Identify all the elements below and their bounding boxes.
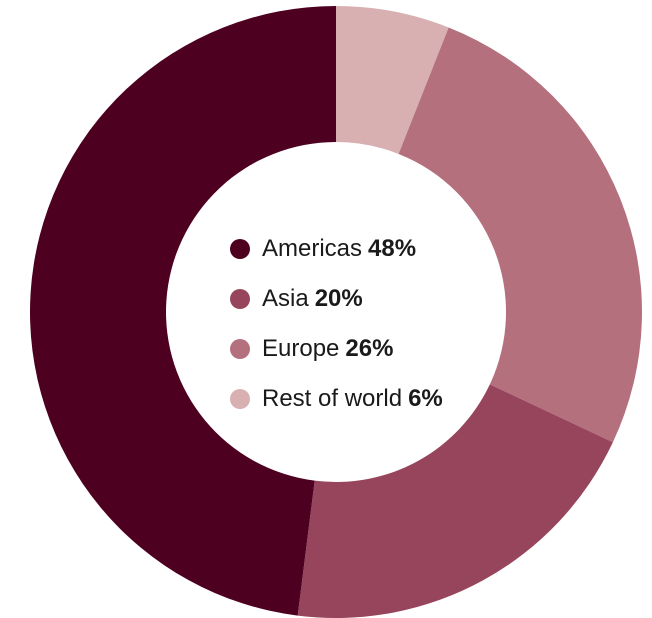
legend-swatch-europe xyxy=(230,339,250,359)
legend-item-asia: Asia 20% xyxy=(230,274,443,324)
legend-value-rest-of-world: 6% xyxy=(408,385,443,412)
slice-americas xyxy=(29,6,336,616)
legend-value-americas: 48% xyxy=(368,235,417,262)
slice-europe xyxy=(398,27,642,443)
slice-asia xyxy=(297,384,613,618)
legend-item-europe: Europe 26% xyxy=(230,324,443,374)
legend-label-americas: Americas xyxy=(262,235,363,262)
chart-legend: Americas 48% Asia 20% Europe 26% Rest of… xyxy=(230,224,443,424)
legend-value-europe: 26% xyxy=(345,335,394,362)
legend-label-europe: Europe xyxy=(262,335,340,362)
legend-label-rest-of-world: Rest of world xyxy=(262,385,403,412)
legend-swatch-americas xyxy=(230,239,250,259)
legend-swatch-asia xyxy=(230,289,250,309)
legend-item-rest-of-world: Rest of world 6% xyxy=(230,374,443,424)
legend-item-americas: Americas 48% xyxy=(230,224,443,274)
slice-rest-of-world xyxy=(336,6,449,154)
legend-value-asia: 20% xyxy=(314,285,363,312)
legend-label-asia: Asia xyxy=(262,285,309,312)
legend-swatch-rest-of-world xyxy=(230,389,250,409)
